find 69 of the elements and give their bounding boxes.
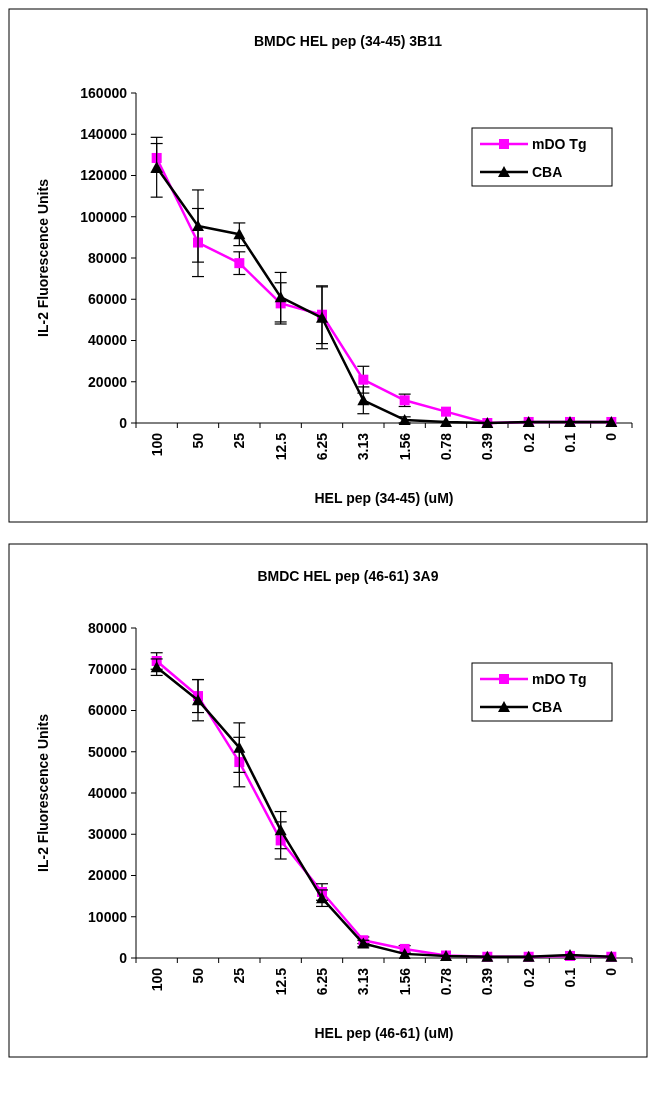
x-tick-label: 3.13 (355, 432, 372, 461)
chart-title: BMDC HEL pep (46-61) 3A9 (257, 568, 439, 584)
point (274, 291, 287, 303)
y-tick-label: 60000 (88, 291, 128, 308)
x-tick-label: 1.56 (396, 967, 413, 996)
point (316, 892, 328, 904)
x-tick-label: 50 (189, 967, 206, 984)
x-tick-label: 1.56 (396, 432, 413, 461)
x-tick-label: 50 (189, 432, 206, 449)
point (398, 413, 411, 425)
x-tick-label: 100 (148, 432, 165, 457)
x-axis-title: HEL pep (34-45) (uM) (314, 490, 454, 506)
chart-title: BMDC HEL pep (34-45) 3B11 (253, 33, 443, 49)
y-tick-label: 40000 (88, 332, 128, 349)
point (233, 741, 246, 753)
x-tick-label: 6.25 (313, 432, 330, 461)
x-tick-label: 0.2 (520, 432, 537, 453)
y-tick-label: 30000 (88, 826, 128, 843)
y-tick-label: 160000 (80, 84, 128, 101)
y-tick-label: 20000 (88, 373, 128, 390)
x-tick-label: 6.25 (313, 967, 330, 996)
point (274, 824, 287, 836)
legend-label: CBA (532, 698, 563, 715)
x-tick-label: 0 (603, 432, 620, 441)
y-axis-title: IL-2 Fluorescence Units (35, 713, 51, 872)
x-tick-label: 0.1 (561, 967, 578, 988)
point (234, 258, 245, 269)
point (192, 694, 204, 706)
point (398, 947, 411, 959)
y-tick-label: 50000 (88, 743, 128, 760)
x-tick-label: 0.78 (437, 967, 454, 996)
x-tick-label: 100 (148, 967, 165, 992)
y-tick-label: 100000 (80, 208, 128, 225)
point (151, 152, 162, 163)
point (192, 220, 204, 232)
x-tick-label: 25 (231, 967, 248, 984)
y-tick-label: 60000 (88, 702, 128, 719)
y-tick-label: 10000 (88, 908, 128, 925)
x-tick-label: 3.13 (355, 967, 372, 996)
point (150, 161, 163, 173)
x-tick-label: 0.39 (479, 967, 496, 996)
y-tick-label: 0 (119, 949, 128, 966)
y-tick-label: 140000 (80, 126, 128, 143)
point (358, 374, 369, 385)
legend-label: mDO Tg (532, 135, 587, 152)
point (440, 415, 452, 427)
y-tick-label: 20000 (88, 867, 128, 884)
point (441, 406, 451, 417)
x-tick-label: 0.39 (479, 432, 496, 461)
y-axis-title: IL-2 Fluorescence Units (35, 178, 51, 337)
x-tick-label: 12.5 (272, 432, 289, 461)
point (233, 228, 246, 240)
x-axis-title: HEL pep (46-61) (uM) (314, 1025, 454, 1041)
x-tick-label: 25 (231, 432, 248, 449)
y-tick-label: 80000 (88, 249, 128, 266)
point (150, 661, 163, 673)
x-tick-label: 12.5 (272, 967, 289, 996)
point (357, 394, 370, 406)
y-tick-label: 120000 (80, 167, 128, 184)
x-tick-label: 0.78 (437, 432, 454, 461)
y-tick-label: 70000 (88, 661, 128, 678)
x-tick-label: 0.1 (561, 432, 578, 453)
x-tick-label: 0 (603, 967, 620, 976)
y-tick-label: 80000 (88, 619, 128, 636)
y-tick-label: 0 (119, 414, 128, 431)
y-tick-label: 40000 (88, 784, 128, 801)
legend-label: mDO Tg (532, 670, 587, 687)
x-tick-label: 0.2 (520, 967, 537, 988)
legend-label: CBA (532, 163, 563, 180)
